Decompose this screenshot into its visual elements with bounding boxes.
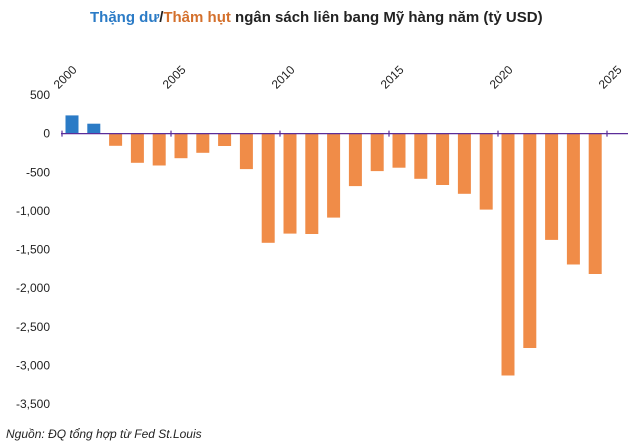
x-tick-label: 2020 xyxy=(487,63,516,92)
deficit-bar xyxy=(566,133,580,265)
deficit-bar xyxy=(348,133,362,187)
chart-title: Thặng dư/Thâm hụt ngân sách liên bang Mỹ… xyxy=(90,9,543,26)
x-tick-label: 2005 xyxy=(160,63,189,92)
title-surplus: Thặng dư xyxy=(90,9,159,26)
deficit-bar xyxy=(457,133,471,194)
surplus-bar xyxy=(87,123,101,134)
deficit-bar xyxy=(196,133,210,153)
y-tick-label: -3,000 xyxy=(16,358,50,372)
y-tick-label: 500 xyxy=(30,88,50,102)
y-tick-label: -1,500 xyxy=(16,243,50,257)
deficit-bar xyxy=(501,133,515,376)
deficit-bar xyxy=(545,133,559,240)
title-separator: / xyxy=(159,9,164,26)
deficit-bar xyxy=(152,133,166,166)
y-tick-label: -3,500 xyxy=(16,397,50,411)
deficit-bar xyxy=(523,133,537,348)
deficit-bar xyxy=(174,133,188,159)
y-tick-label: -2,000 xyxy=(16,281,50,295)
x-tick-label: 2010 xyxy=(269,63,298,92)
deficit-bar xyxy=(370,133,384,172)
bars xyxy=(65,115,602,376)
x-tick-label: 2025 xyxy=(596,63,625,92)
y-tick-label: -500 xyxy=(26,165,50,179)
y-tick-label: -2,500 xyxy=(16,320,50,334)
deficit-bar xyxy=(479,133,493,210)
x-tick-label: 2000 xyxy=(51,63,80,92)
y-axis-tick-labels: 500 0 -500 -1,000 -1,500 -2,000 -2,500 -3,000 -3… xyxy=(16,88,50,411)
deficit-bar xyxy=(283,133,297,234)
deficit-bar xyxy=(130,133,144,163)
title-rest: ngân sách liên bang Mỹ hàng năm (tỷ USD) xyxy=(231,9,543,26)
title-deficit: Thâm hụt xyxy=(163,9,231,26)
deficit-bar xyxy=(109,133,123,146)
deficit-bar xyxy=(218,133,232,146)
deficit-bar xyxy=(414,133,428,179)
x-tick-label: 2015 xyxy=(378,63,407,92)
y-tick-label: 0 xyxy=(43,127,50,141)
surplus-bar xyxy=(65,115,79,134)
deficit-bar xyxy=(305,133,319,234)
deficit-bar xyxy=(239,133,253,170)
x-axis-tick-marks xyxy=(61,130,608,137)
deficit-bar xyxy=(261,133,275,243)
deficit-bar xyxy=(436,133,450,185)
deficit-bar xyxy=(392,133,406,168)
deficit-bar xyxy=(588,133,602,274)
deficit-bar xyxy=(327,133,341,218)
source-note: Nguồn: ĐQ tổng hợp từ Fed St.Louis xyxy=(6,427,202,441)
y-tick-label: -1,000 xyxy=(16,204,50,218)
x-axis-tick-labels: 2000 2005 2010 2015 2020 2025 xyxy=(51,63,625,92)
